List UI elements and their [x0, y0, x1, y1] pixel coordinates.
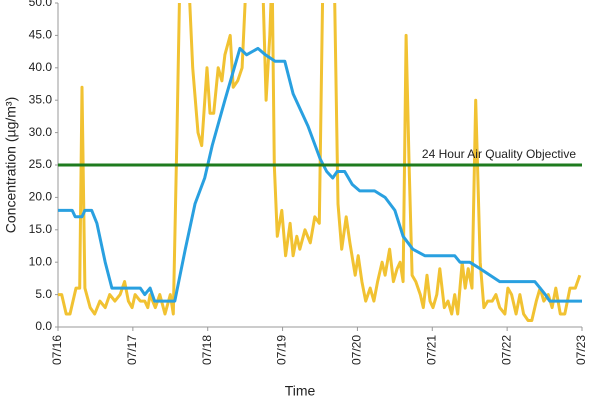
plot-area — [58, 3, 582, 322]
x-tick-label: 07/20 — [350, 335, 364, 365]
y-tick-label: 30.0 — [29, 125, 53, 139]
y-tick-label: 25.0 — [29, 157, 53, 171]
series-line — [58, 46, 582, 303]
y-tick-label: 45.0 — [29, 28, 53, 42]
y-tick-label: 0.0 — [35, 319, 52, 333]
y-tick-label: 15.0 — [29, 222, 53, 236]
y-tick-label: 10.0 — [29, 254, 53, 268]
y-axis-title: Concentration (µg/m³) — [3, 97, 19, 233]
x-tick-label: 07/21 — [424, 335, 438, 365]
line-annotation: 24 Hour Air Quality Objective — [422, 147, 576, 161]
x-tick-label: 07/23 — [574, 335, 588, 365]
x-tick-label: 07/16 — [50, 335, 64, 365]
series-line — [58, 3, 582, 322]
y-tick-label: 50.0 — [29, 0, 53, 9]
y-tick-label: 20.0 — [29, 190, 53, 204]
y-tick-label: 5.0 — [35, 287, 52, 301]
x-tick-label: 07/19 — [275, 335, 289, 365]
y-tick-label: 35.0 — [29, 92, 53, 106]
x-tick-label: 07/22 — [499, 335, 513, 365]
x-axis-title: Time — [285, 383, 316, 399]
x-tick-label: 07/18 — [200, 335, 214, 365]
x-tick-label: 07/17 — [125, 335, 139, 365]
y-tick-label: 40.0 — [29, 60, 53, 74]
